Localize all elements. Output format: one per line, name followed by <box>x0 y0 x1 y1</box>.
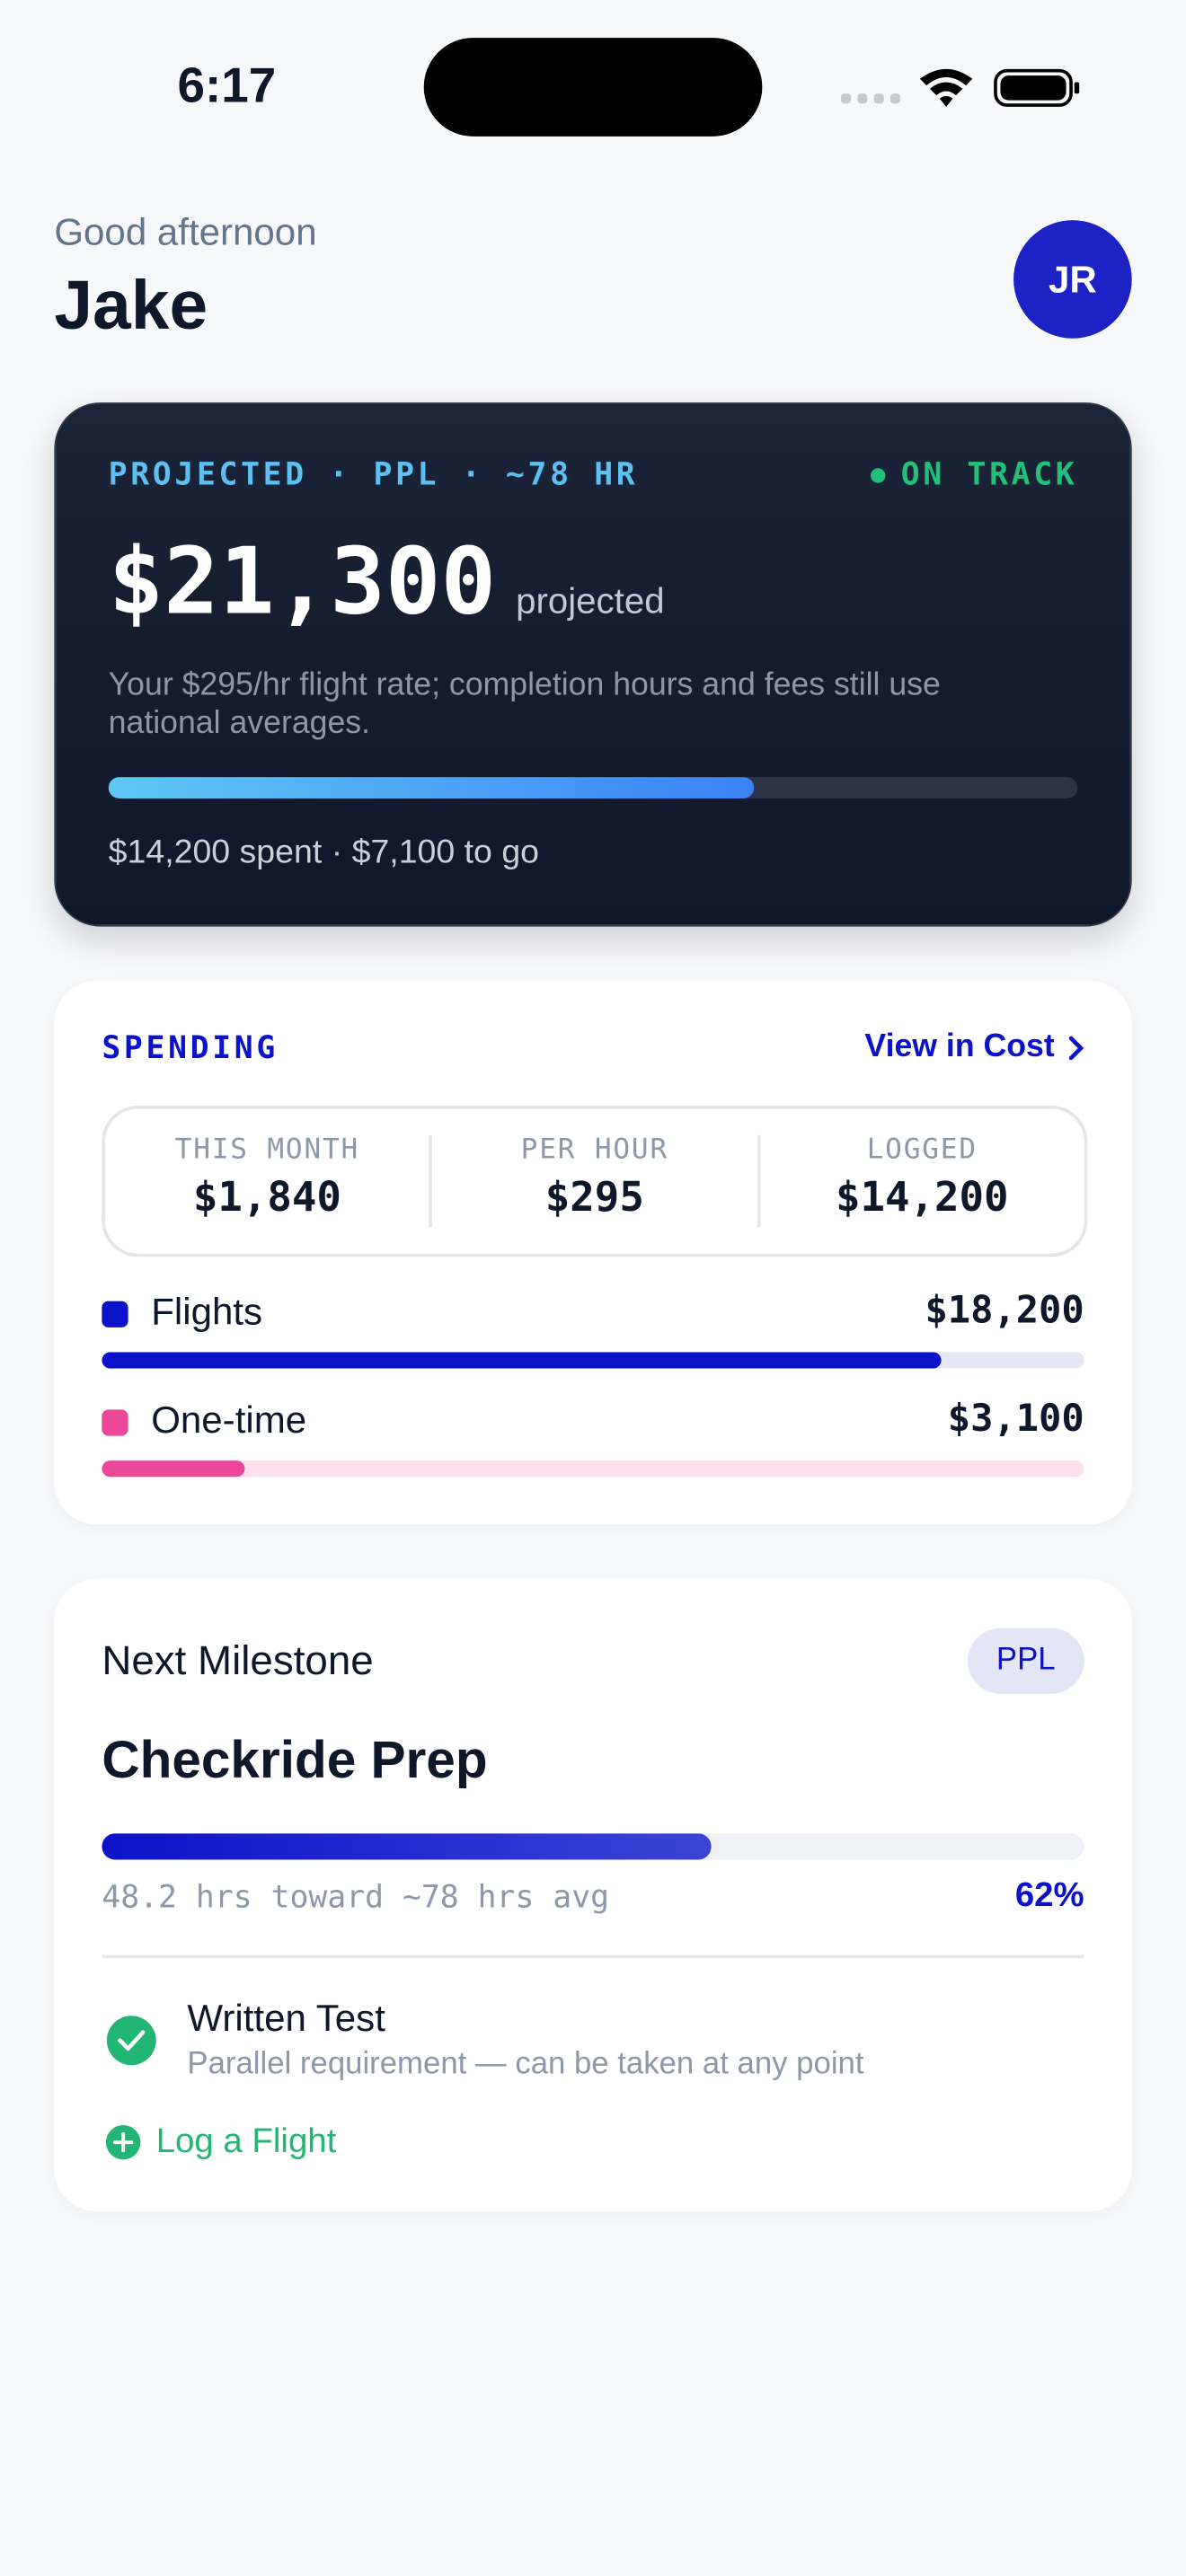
status-icons <box>841 68 1080 107</box>
spent-row: $14,200 spent · $7,100 to go <box>109 833 539 872</box>
spending-title: SPENDING <box>102 1029 279 1067</box>
stat: PER HOUR $295 <box>429 1133 757 1228</box>
chevron <box>1068 1035 1084 1060</box>
total-suffix: projected <box>516 579 665 622</box>
task-title: Written Test <box>187 1996 385 2039</box>
category-value: $18,200 <box>925 1289 1084 1333</box>
view-in-cost-label: View in Cost <box>864 1028 1055 1065</box>
progress-fill <box>108 777 755 798</box>
stat-label: LOGGED <box>866 1133 978 1166</box>
progress-track <box>108 777 1078 798</box>
log-flight-label: Log a Flight <box>155 2122 337 2161</box>
stat-value: $14,200 <box>835 1172 1009 1221</box>
category-value: $3,100 <box>947 1398 1084 1442</box>
stats-box: THIS MONTH $1,840 PER HOUR $295 LOGGED $14,20… <box>102 1105 1088 1257</box>
status-dot <box>871 467 887 482</box>
to-go: $7,100 to go <box>351 833 540 871</box>
milestone-title: Next Milestone <box>102 1637 374 1684</box>
category-name: Flights <box>151 1289 263 1333</box>
note: Your $295/hr flight rate; completion hou… <box>108 666 941 741</box>
avatar[interactable]: JR <box>1013 220 1132 339</box>
spending-card: SPENDING View in Cost THIS MONTH $1,840 PE… <box>54 980 1132 1525</box>
milestone-card: Next Milestone PPL Checkride Prep 48.2 h… <box>54 1578 1132 2211</box>
plus-icon <box>105 2124 141 2160</box>
legend-swatch <box>102 1301 128 1328</box>
stat-label: PER HOUR <box>520 1133 669 1166</box>
hours-note: 48.2 hrs toward ~78 hrs avg <box>102 1879 610 1916</box>
status: ON TRACK <box>900 456 1078 493</box>
milestone-track <box>102 1833 1084 1860</box>
total: $21,300 <box>108 528 497 636</box>
milestone-fill <box>102 1833 712 1860</box>
category-name: One-time <box>151 1398 307 1442</box>
status-pill: ON TRACK <box>871 456 1078 493</box>
milestone-name: Checkride Prep <box>102 1730 488 1789</box>
view-in-cost[interactable]: View in Cost <box>864 1028 1084 1066</box>
time: 6:17 <box>177 58 277 114</box>
check-icon <box>106 2016 156 2066</box>
spent: $14,200 spent <box>108 833 323 871</box>
stat-value: $295 <box>544 1172 644 1221</box>
dynamic-island <box>423 38 763 137</box>
task-subtitle: Parallel requirement — can be taken at a… <box>187 2047 864 2082</box>
user-name: Jake <box>54 266 208 344</box>
category-track <box>102 1460 1084 1478</box>
legend-swatch <box>102 1409 128 1436</box>
stat-label: THIS MONTH <box>174 1133 360 1166</box>
total-row: $21,300 projected <box>109 529 665 636</box>
projection-card[interactable]: PROJECTED · PPL · ~78 HR ON TRACK $21,30… <box>54 402 1132 927</box>
progress-label: 62% <box>1014 1875 1084 1914</box>
badge: PPL <box>967 1628 1084 1694</box>
stat-value: $1,840 <box>192 1172 341 1221</box>
stat: LOGGED $14,200 <box>757 1133 1084 1228</box>
log-flight[interactable]: Log a Flight <box>105 2122 336 2162</box>
stat: THIS MONTH $1,840 <box>105 1133 429 1227</box>
separator: · <box>331 833 343 871</box>
greeting: Good afternoon <box>54 210 317 253</box>
category-fill <box>102 1352 942 1369</box>
category-track <box>102 1352 1084 1369</box>
category-fill <box>102 1460 245 1478</box>
eyebrow: PROJECTED · PPL · ~78 HR <box>108 456 639 493</box>
divider <box>102 1954 1084 1959</box>
